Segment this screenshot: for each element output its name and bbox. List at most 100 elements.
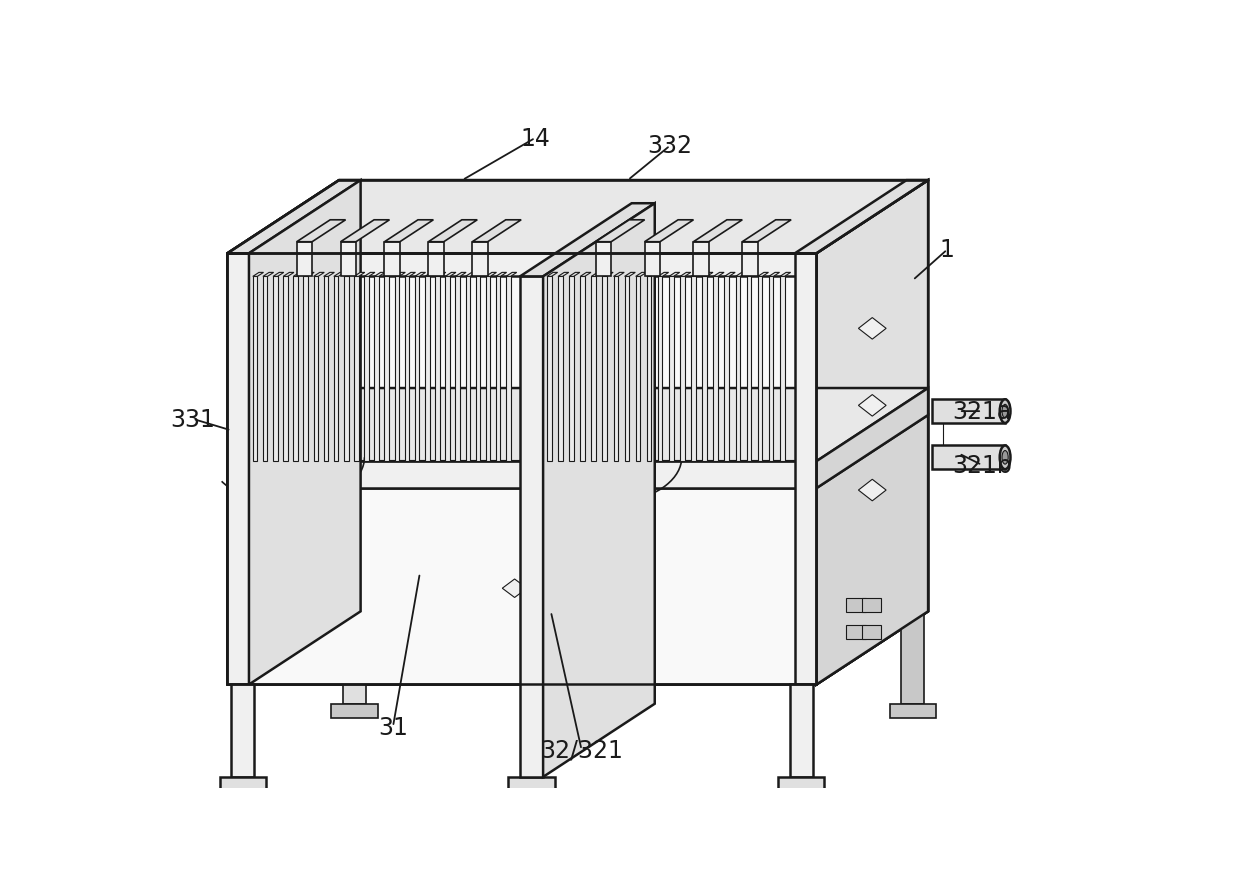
Polygon shape bbox=[591, 277, 596, 462]
Polygon shape bbox=[404, 273, 415, 277]
Polygon shape bbox=[425, 277, 429, 462]
Polygon shape bbox=[932, 400, 1006, 424]
Ellipse shape bbox=[1002, 405, 1008, 418]
Polygon shape bbox=[486, 277, 490, 462]
Polygon shape bbox=[547, 277, 552, 462]
Polygon shape bbox=[647, 277, 651, 462]
Polygon shape bbox=[858, 395, 887, 416]
Text: 332: 332 bbox=[647, 135, 693, 159]
Polygon shape bbox=[334, 277, 339, 462]
Polygon shape bbox=[777, 777, 825, 791]
Polygon shape bbox=[847, 626, 866, 640]
Polygon shape bbox=[314, 277, 319, 462]
Polygon shape bbox=[743, 221, 791, 243]
Polygon shape bbox=[341, 243, 356, 277]
Polygon shape bbox=[645, 221, 693, 243]
Polygon shape bbox=[231, 685, 254, 777]
Polygon shape bbox=[580, 273, 591, 277]
Text: 32/321: 32/321 bbox=[541, 738, 622, 762]
Polygon shape bbox=[415, 277, 419, 462]
Polygon shape bbox=[858, 479, 887, 501]
Polygon shape bbox=[227, 389, 928, 462]
Polygon shape bbox=[625, 273, 635, 277]
Polygon shape bbox=[780, 277, 785, 462]
Polygon shape bbox=[334, 273, 345, 277]
Polygon shape bbox=[304, 273, 314, 277]
Polygon shape bbox=[816, 416, 928, 685]
Polygon shape bbox=[296, 221, 346, 243]
Text: 31: 31 bbox=[378, 715, 408, 739]
Polygon shape bbox=[670, 273, 680, 277]
Polygon shape bbox=[294, 273, 304, 277]
Polygon shape bbox=[365, 273, 374, 277]
Polygon shape bbox=[331, 704, 377, 718]
Polygon shape bbox=[394, 277, 399, 462]
Text: 321b: 321b bbox=[952, 454, 1012, 478]
Polygon shape bbox=[425, 273, 435, 277]
Polygon shape bbox=[249, 181, 361, 685]
Text: 321a: 321a bbox=[952, 400, 1012, 424]
Polygon shape bbox=[858, 318, 887, 339]
Polygon shape bbox=[428, 243, 444, 277]
Text: 331: 331 bbox=[170, 408, 216, 431]
Polygon shape bbox=[746, 273, 758, 277]
Polygon shape bbox=[343, 611, 366, 704]
Polygon shape bbox=[506, 273, 517, 277]
Polygon shape bbox=[520, 277, 543, 777]
Polygon shape bbox=[603, 273, 613, 277]
Polygon shape bbox=[680, 277, 684, 462]
Polygon shape bbox=[713, 277, 718, 462]
Polygon shape bbox=[790, 685, 812, 777]
Polygon shape bbox=[294, 277, 298, 462]
Polygon shape bbox=[746, 277, 751, 462]
Polygon shape bbox=[472, 243, 487, 277]
Polygon shape bbox=[263, 273, 274, 277]
Polygon shape bbox=[647, 273, 657, 277]
Polygon shape bbox=[273, 510, 298, 529]
Polygon shape bbox=[932, 446, 1006, 470]
Polygon shape bbox=[724, 273, 735, 277]
Ellipse shape bbox=[999, 400, 1011, 424]
Polygon shape bbox=[614, 273, 624, 277]
Polygon shape bbox=[795, 181, 928, 254]
Polygon shape bbox=[496, 277, 501, 462]
Polygon shape bbox=[465, 273, 476, 277]
Polygon shape bbox=[680, 273, 691, 277]
Polygon shape bbox=[227, 181, 928, 254]
Polygon shape bbox=[580, 277, 585, 462]
Polygon shape bbox=[603, 277, 608, 462]
Polygon shape bbox=[445, 273, 456, 277]
Polygon shape bbox=[691, 277, 696, 462]
Polygon shape bbox=[273, 277, 278, 462]
Polygon shape bbox=[355, 273, 365, 277]
Polygon shape bbox=[472, 221, 521, 243]
Polygon shape bbox=[847, 599, 866, 612]
Ellipse shape bbox=[1002, 451, 1008, 464]
Polygon shape bbox=[816, 181, 928, 685]
Polygon shape bbox=[862, 626, 882, 640]
Polygon shape bbox=[769, 277, 774, 462]
Polygon shape bbox=[758, 277, 763, 462]
Polygon shape bbox=[862, 599, 882, 612]
Polygon shape bbox=[283, 273, 294, 277]
Polygon shape bbox=[502, 579, 527, 598]
Polygon shape bbox=[547, 273, 558, 277]
Polygon shape bbox=[343, 273, 355, 277]
Polygon shape bbox=[455, 277, 460, 462]
Polygon shape bbox=[569, 277, 574, 462]
Polygon shape bbox=[365, 277, 368, 462]
Polygon shape bbox=[304, 277, 308, 462]
Polygon shape bbox=[569, 273, 580, 277]
Polygon shape bbox=[735, 273, 746, 277]
Polygon shape bbox=[693, 243, 709, 277]
Polygon shape bbox=[543, 204, 655, 777]
Polygon shape bbox=[263, 277, 268, 462]
Polygon shape bbox=[253, 277, 258, 462]
Polygon shape bbox=[384, 221, 433, 243]
Polygon shape bbox=[227, 181, 361, 254]
Polygon shape bbox=[374, 273, 386, 277]
Polygon shape bbox=[476, 273, 486, 277]
Polygon shape bbox=[273, 273, 284, 277]
Polygon shape bbox=[693, 221, 743, 243]
Polygon shape bbox=[219, 777, 265, 791]
